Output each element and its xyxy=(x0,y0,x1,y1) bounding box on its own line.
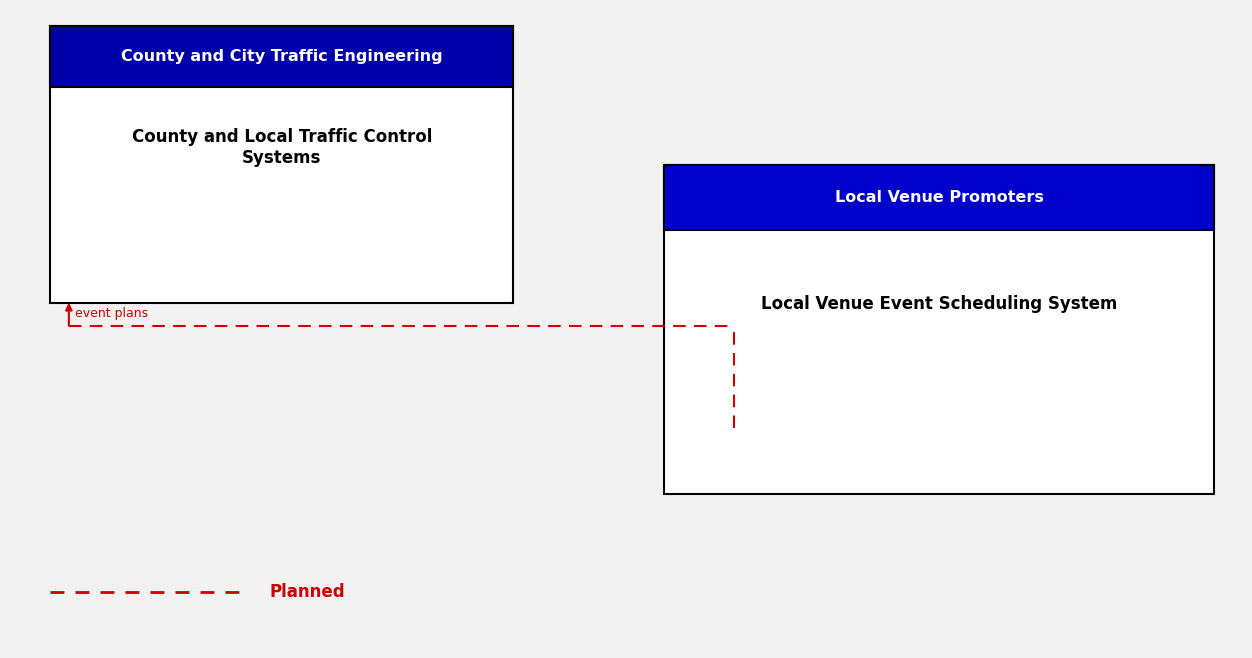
Bar xyxy=(664,164,1214,494)
Bar xyxy=(664,164,1214,230)
Text: event plans: event plans xyxy=(75,307,148,320)
Bar xyxy=(50,26,513,303)
Text: Local Venue Promoters: Local Venue Promoters xyxy=(835,190,1043,205)
Bar xyxy=(50,26,513,87)
Text: Local Venue Event Scheduling System: Local Venue Event Scheduling System xyxy=(761,295,1117,313)
Text: County and City Traffic Engineering: County and City Traffic Engineering xyxy=(121,49,442,64)
Text: Planned: Planned xyxy=(269,583,344,601)
Text: County and Local Traffic Control
Systems: County and Local Traffic Control Systems xyxy=(131,128,432,167)
